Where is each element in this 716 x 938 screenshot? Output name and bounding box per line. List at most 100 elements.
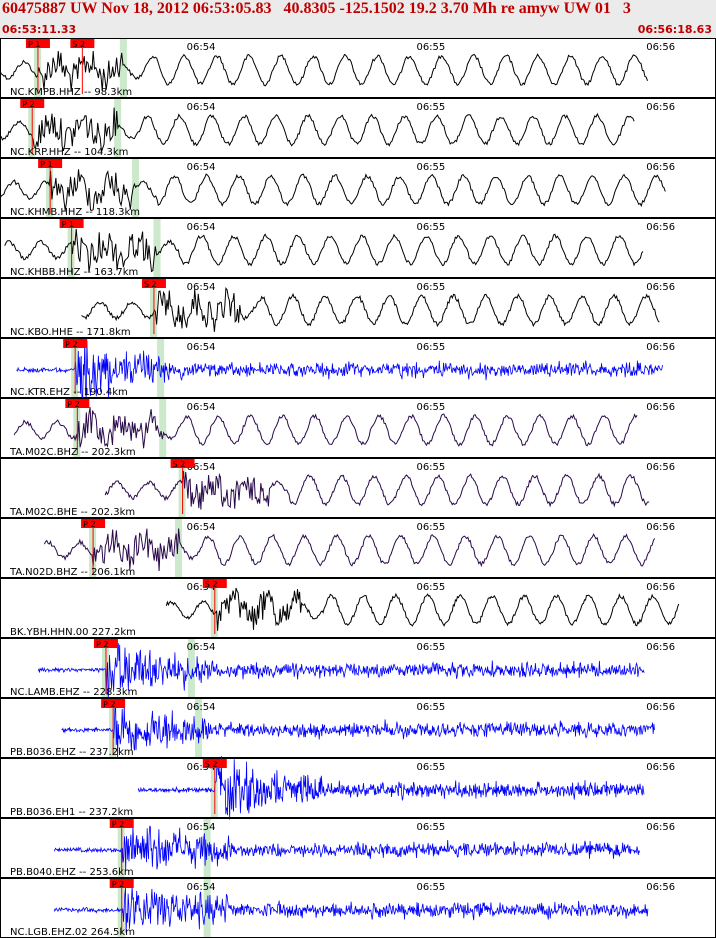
time-tick-label: 06:54 [187, 762, 216, 773]
time-tick-label: 06:54 [187, 522, 216, 533]
time-tick-label: 06:55 [416, 102, 445, 113]
time-tick-label: 06:54 [187, 342, 216, 353]
time-tick-label: 06:56 [646, 702, 675, 713]
trace-row[interactable]: 06:54 06:55 06:56 S 2 TA.M02C.BHE -- 202.3km [0, 458, 716, 519]
time-tick-label: 06:55 [416, 762, 445, 773]
trace-row[interactable]: 06:54 06:55 06:56 P 2 PB.B040.EHZ -- 253.6km [0, 818, 716, 879]
pick-flag[interactable] [109, 819, 134, 828]
time-tick-label: 06:54 [187, 642, 216, 653]
trace-row[interactable]: 06:54 06:55 06:56 P 2 NC.KRP.HHZ -- 104.3km [0, 98, 716, 159]
time-tick-label: 06:56 [646, 462, 675, 473]
seismogram-panel[interactable]: 06:54 06:55 06:56 P 1 S 2 NC.KMPB.HHZ -- 98.3… [0, 38, 716, 938]
trace-row[interactable]: 06:54 06:55 06:56 P 2 TA.N02D.BHZ -- 206.1km [0, 518, 716, 579]
waveform [16, 338, 663, 403]
trace-row[interactable]: 06:54 06:55 06:56 S 2 BK.YBH.HHN.00 227.2km [0, 578, 716, 639]
pick-flag[interactable] [20, 99, 45, 108]
time-tick-label: 06:54 [187, 282, 216, 293]
pick-label: S 2 [144, 280, 157, 289]
station-label: PB.B036.EHZ -- 237.2km [10, 747, 134, 758]
trace-row[interactable]: 06:54 06:55 06:56 P 2 NC.LGB.EHZ.02 264.5km [0, 878, 716, 938]
pick-window [195, 699, 203, 757]
waveform [104, 471, 650, 510]
time-tick-label: 06:54 [187, 402, 216, 413]
station-label: NC.KRP.HHZ -- 104.3km [10, 147, 128, 158]
pick-flag[interactable] [101, 699, 126, 708]
time-tick-label: 06:55 [416, 462, 445, 473]
time-tick-label: 06:54 [187, 882, 216, 893]
trace-row[interactable]: 06:54 06:55 06:56 P 1 S 2 NC.KMPB.HHZ -- 98.3… [0, 38, 716, 99]
pick-label: P 2 [103, 700, 115, 709]
station-label: PB.B040.EHZ -- 253.6km [10, 867, 134, 878]
pick-window [119, 39, 127, 97]
pick-window [157, 339, 165, 397]
trace-row[interactable]: 06:54 06:55 06:56 S 2 PB.B036.EH1 -- 237.2km [0, 755, 716, 820]
event-title: 60475887 UW Nov 18, 2012 06:53:05.83 40.… [2, 0, 631, 17]
pick-flag[interactable] [81, 519, 106, 528]
time-tick-label: 06:55 [416, 162, 445, 173]
time-tick-label: 06:55 [416, 42, 445, 53]
pick-label: P 2 [96, 640, 108, 649]
station-label: TA.M02C.BHZ -- 202.3km [9, 447, 136, 458]
time-tick-label: 06:55 [416, 642, 445, 653]
trace-row[interactable]: 06:54 06:55 06:56 P 2 NC.LAMB.EHZ -- 228.3km [0, 638, 716, 699]
trace-row[interactable]: 06:54 06:55 06:56 P 2 TA.M02C.BHZ -- 202.3km [0, 398, 716, 459]
time-tick-label: 06:56 [646, 582, 675, 593]
station-label: NC.KTR.EHZ -- 190.4km [10, 387, 128, 398]
pick-flag[interactable] [59, 219, 84, 228]
time-tick-label: 06:56 [646, 402, 675, 413]
pick-flag[interactable] [70, 39, 95, 48]
pick-flag[interactable] [170, 459, 195, 468]
pick-window [187, 639, 195, 697]
pick-label: P 1 [62, 220, 74, 229]
waveform [53, 886, 649, 933]
station-label: NC.KMPB.HHZ -- 98.3km [10, 87, 132, 98]
pick-flag[interactable] [93, 639, 118, 648]
pick-flag[interactable] [38, 159, 63, 168]
station-label: PB.B036.EH1 -- 237.2km [10, 807, 133, 818]
trace-row[interactable]: 06:54 06:55 06:56 S 2 NC.KBO.HHE -- 171.8km [0, 278, 716, 339]
time-tick-label: 06:56 [646, 762, 675, 773]
time-tick-label: 06:55 [416, 702, 445, 713]
time-tick-label: 06:55 [416, 402, 445, 413]
time-tick-label: 06:55 [416, 822, 445, 833]
waveform [13, 407, 638, 449]
time-tick-label: 06:55 [416, 582, 445, 593]
station-label: NC.KHMB.HHZ -- 118.3km [10, 207, 140, 218]
time-tick-label: 06:56 [646, 522, 675, 533]
pick-flag[interactable] [109, 879, 134, 888]
waveform [81, 286, 660, 332]
pick-label: S 2 [173, 460, 186, 469]
pick-label: P 2 [112, 880, 124, 889]
pick-label: S 2 [205, 580, 218, 589]
trace-row[interactable]: 06:54 06:55 06:56 P 2 NC.KTR.EHZ -- 190.4km [0, 338, 716, 403]
pick-label: P 2 [22, 100, 34, 109]
pick-label: P 1 [28, 40, 40, 49]
waveform [37, 643, 645, 697]
pick-window [175, 519, 182, 577]
trace-row[interactable]: 06:54 06:55 06:56 P 1 NC.KHMB.HHZ -- 118.3km [0, 158, 716, 219]
trace-row[interactable]: 06:54 06:55 06:56 P 1 NC.KHBB.HHZ -- 163.7km [0, 218, 716, 279]
time-tick-label: 06:54 [187, 702, 216, 713]
time-tick-label: 06:56 [646, 222, 675, 233]
pick-flag[interactable] [141, 279, 166, 288]
time-tick-label: 06:56 [646, 342, 675, 353]
station-label: NC.KHBB.HHZ -- 163.7km [10, 267, 138, 278]
pick-flag[interactable] [202, 579, 227, 588]
pick-flag[interactable] [65, 399, 90, 408]
time-tick-label: 06:55 [416, 222, 445, 233]
station-label: TA.N02D.BHZ -- 206.1km [9, 567, 135, 578]
time-tick-label: 06:54 [187, 222, 216, 233]
trace-row[interactable]: 06:54 06:55 06:56 P 2 PB.B036.EHZ -- 237.2km [0, 698, 716, 759]
time-tick-label: 06:56 [646, 102, 675, 113]
station-label: NC.LAMB.EHZ -- 228.3km [10, 687, 137, 698]
time-tick-label: 06:55 [416, 522, 445, 533]
time-tick-label: 06:54 [187, 42, 216, 53]
pick-flag[interactable] [202, 759, 227, 768]
end-time: 06:56:18.63 [637, 23, 712, 36]
pick-flag[interactable] [25, 39, 50, 48]
pick-flag[interactable] [63, 339, 88, 348]
waveform [0, 169, 666, 211]
pick-label: P 2 [112, 820, 124, 829]
start-time: 06:53:11.33 [2, 23, 77, 36]
time-tick-label: 06:56 [646, 882, 675, 893]
